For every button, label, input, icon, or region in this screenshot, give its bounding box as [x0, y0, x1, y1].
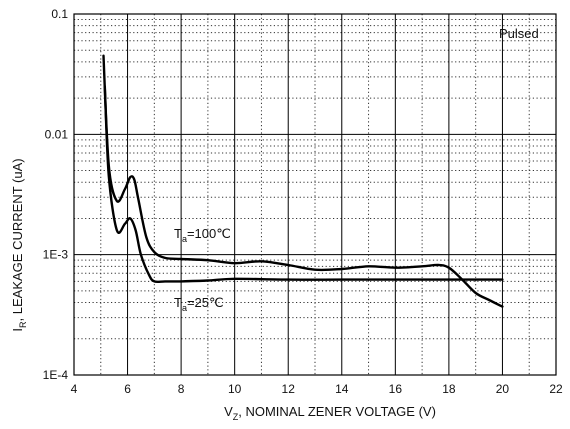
x-tick-label: 10 [228, 382, 242, 396]
minor-grid [74, 14, 556, 375]
x-tick-label: 18 [442, 382, 456, 396]
x-tick-label: 20 [496, 382, 510, 396]
x-tick-label: 12 [282, 382, 296, 396]
y-tick-labels: 1E-4 1E-3 0.01 0.1 [43, 7, 69, 382]
series-label-100c: Ta=100℃ [174, 226, 231, 244]
series-lines [102, 54, 504, 308]
x-tick-label: 6 [124, 382, 131, 396]
series-line-25c [103, 85, 504, 284]
pulsed-annotation: Pulsed [499, 26, 539, 41]
x-tick-labels: 4 6 8 10 12 14 16 18 20 22 [71, 382, 563, 396]
series-label-25c: Ta=25℃ [174, 295, 224, 313]
y-tick-label: 0.01 [45, 127, 69, 141]
x-tick-label: 22 [549, 382, 563, 396]
y-axis-label: IR, LEAKAGE CURRENT (uA) [10, 158, 28, 331]
y-tick-label: 1E-4 [43, 368, 69, 382]
x-tick-label: 16 [389, 382, 403, 396]
series-line-100c [102, 54, 504, 308]
x-axis-label: VZ, NOMINAL ZENER VOLTAGE (V) [224, 404, 436, 422]
x-tick-label: 4 [71, 382, 78, 396]
x-tick-label: 14 [335, 382, 349, 396]
plot-frame [73, 13, 557, 376]
y-tick-label: 1E-3 [43, 248, 69, 262]
x-tick-label: 8 [178, 382, 185, 396]
major-grid [73, 13, 557, 376]
y-tick-label: 0.1 [51, 7, 68, 21]
